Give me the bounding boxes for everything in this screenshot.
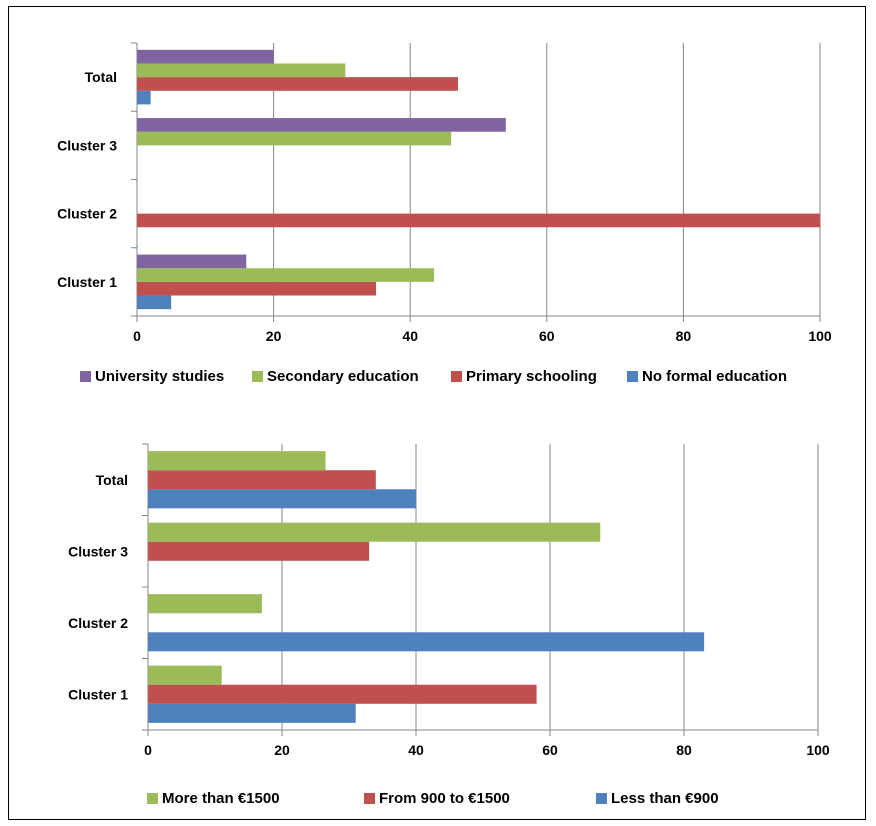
bar-less-than-900 [148,632,705,652]
x-tick-label: 80 [676,742,692,758]
bar-primary-schooling [137,77,459,91]
x-tick-label: 80 [676,328,692,344]
category-label: Cluster 1 [68,686,128,702]
legend-label: Secondary education [267,368,419,385]
category-label: Cluster 3 [57,137,117,153]
bar-from-900-to-1500 [148,541,370,561]
legend-swatch [364,793,375,804]
legend-swatch [252,371,263,382]
category-label: Cluster 2 [68,615,128,631]
x-tick-label: 0 [133,328,141,344]
chart-education: 0 20 40 60 80 100 Cluster 1 Cluster 2 Cluster 3 T… [57,42,832,385]
legend-swatch [451,371,462,382]
legend-label: From 900 to €1500 [379,790,510,807]
category-label: Total [96,472,128,488]
legend-swatch [80,371,91,382]
bar-from-900-to-1500 [148,684,537,704]
bar-from-900-to-1500 [148,470,376,490]
bar-more-than-1500 [148,665,222,685]
bar-secondary-education [137,268,435,282]
x-tick-label: 100 [806,742,830,758]
x-tick-label: 20 [266,328,282,344]
category-label: Cluster 3 [68,543,128,559]
bar-university-studies [137,254,247,269]
bar-primary-schooling [137,281,377,296]
bar-university-studies [137,118,506,132]
bar-no-formal-education [137,295,172,310]
legend-swatch [147,793,158,804]
category-label: Cluster 2 [57,206,117,222]
x-tick-label: 40 [408,742,424,758]
legend-swatch [596,793,607,804]
figure-frame [8,6,866,820]
legend-label: Less than €900 [611,790,719,807]
bar-more-than-1500 [148,451,326,471]
bar-more-than-1500 [148,522,601,542]
category-label: Total [85,69,117,85]
x-tick-label: 40 [402,328,418,344]
bar-primary-schooling [137,213,820,228]
legend-label: University studies [95,368,224,385]
x-tick-label: 60 [539,328,555,344]
x-tick-label: 0 [144,742,152,758]
bar-secondary-education [137,131,452,146]
x-tick-label: 60 [542,742,558,758]
bar-more-than-1500 [148,594,262,614]
legend-label: More than €1500 [162,790,280,807]
bar-university-studies [137,49,274,64]
bar-less-than-900 [148,489,416,509]
bar-secondary-education [137,63,346,78]
bar-less-than-900 [148,703,356,723]
category-label: Cluster 1 [57,274,117,290]
legend-label: No formal education [642,368,787,385]
x-tick-label: 100 [808,328,832,344]
legend-swatch [627,371,638,382]
bar-no-formal-education [137,90,151,105]
x-tick-label: 20 [274,742,290,758]
legend-label: Primary schooling [466,368,597,385]
